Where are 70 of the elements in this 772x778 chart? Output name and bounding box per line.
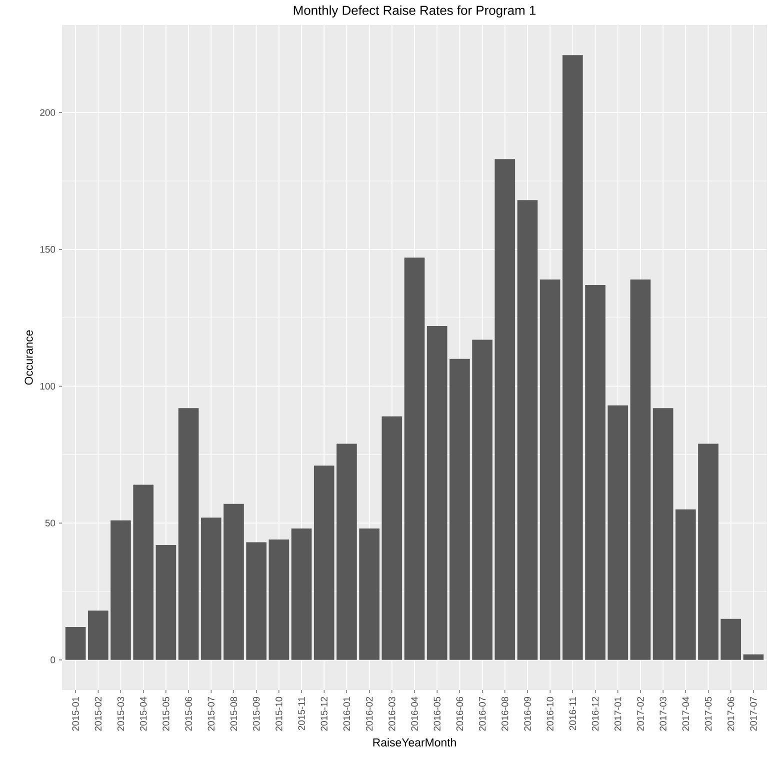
bar [675, 509, 696, 660]
x-tick-label: 2016-04 [411, 696, 418, 731]
x-tick-label: 2015-12 [320, 696, 328, 731]
x-tick-label: 2016-08 [502, 696, 508, 731]
y-tick-label: 200 [40, 109, 56, 116]
y-tick-label: 150 [40, 246, 56, 253]
y-axis-title: Occurance [24, 330, 33, 385]
x-tick-label: 2017-01 [614, 696, 622, 731]
x-tick-label: 2017-05 [704, 696, 712, 731]
y-tick-label: 0 [50, 656, 56, 664]
bar [246, 542, 266, 660]
x-tick-label: 2016-02 [366, 696, 373, 731]
bar [359, 528, 380, 660]
x-tick-label: 2015-10 [276, 696, 282, 731]
bar [494, 159, 516, 660]
bar [472, 340, 492, 660]
bar [743, 654, 764, 660]
bar [720, 618, 742, 660]
x-tick-label: 2015-04 [140, 696, 147, 731]
bar [291, 528, 312, 660]
y-tick-label: 50 [45, 520, 56, 526]
x-tick-label: 2015-11 [298, 696, 305, 730]
x-tick-label: 2016-07 [478, 696, 486, 731]
x-tick-label: 2015-02 [94, 696, 102, 731]
x-tick-label: 2016-12 [592, 696, 599, 731]
bar [224, 504, 244, 660]
x-tick-label: 2016-06 [456, 696, 464, 731]
bar [450, 358, 470, 660]
x-tick-label: 2016-09 [524, 696, 531, 731]
bar [178, 408, 199, 660]
x-tick-label: 2016-03 [388, 696, 396, 731]
bar [65, 627, 86, 660]
bar [268, 539, 290, 660]
x-tick-label: 2016-05 [434, 696, 440, 731]
x-tick-label: 2017-02 [637, 696, 644, 731]
bar [336, 444, 357, 660]
chart-title: Monthly Defect Raise Rates for Program 1 [294, 5, 536, 18]
x-tick-label: 2015-09 [252, 696, 260, 731]
x-tick-label: 2016-10 [546, 696, 554, 731]
bar [517, 200, 538, 660]
bar [110, 520, 131, 660]
bar [562, 55, 583, 660]
bar [652, 408, 674, 660]
bar [540, 280, 560, 660]
bar [630, 280, 651, 660]
bar [608, 405, 628, 660]
bar [698, 444, 718, 660]
x-tick-label: 2016-01 [343, 696, 350, 731]
x-tick-label: 2017-07 [750, 696, 757, 731]
bar [88, 610, 108, 660]
x-tick-label: 2015-08 [230, 696, 238, 731]
x-tick-label: 2017-04 [682, 696, 690, 731]
x-tick-label: 2015-06 [185, 696, 192, 731]
bar [585, 284, 606, 660]
x-tick-label: 2015-07 [208, 696, 214, 731]
x-tick-label: 2015-05 [162, 696, 170, 731]
x-tick-label: 2015-01 [72, 696, 79, 731]
bar [314, 466, 334, 660]
x-tick-label: 2017-06 [728, 696, 734, 731]
bar [404, 258, 425, 660]
x-tick-label: 2016-11 [569, 696, 576, 730]
x-tick-label: 2017-03 [660, 696, 666, 731]
bar [426, 326, 448, 660]
bar [156, 544, 176, 660]
bar [133, 484, 154, 660]
x-tick-label: 2015-03 [117, 696, 124, 731]
bar [200, 518, 222, 660]
x-axis-title: RaiseYearMonth [373, 738, 456, 746]
y-tick-label: 100 [40, 382, 56, 390]
bar [382, 416, 402, 660]
